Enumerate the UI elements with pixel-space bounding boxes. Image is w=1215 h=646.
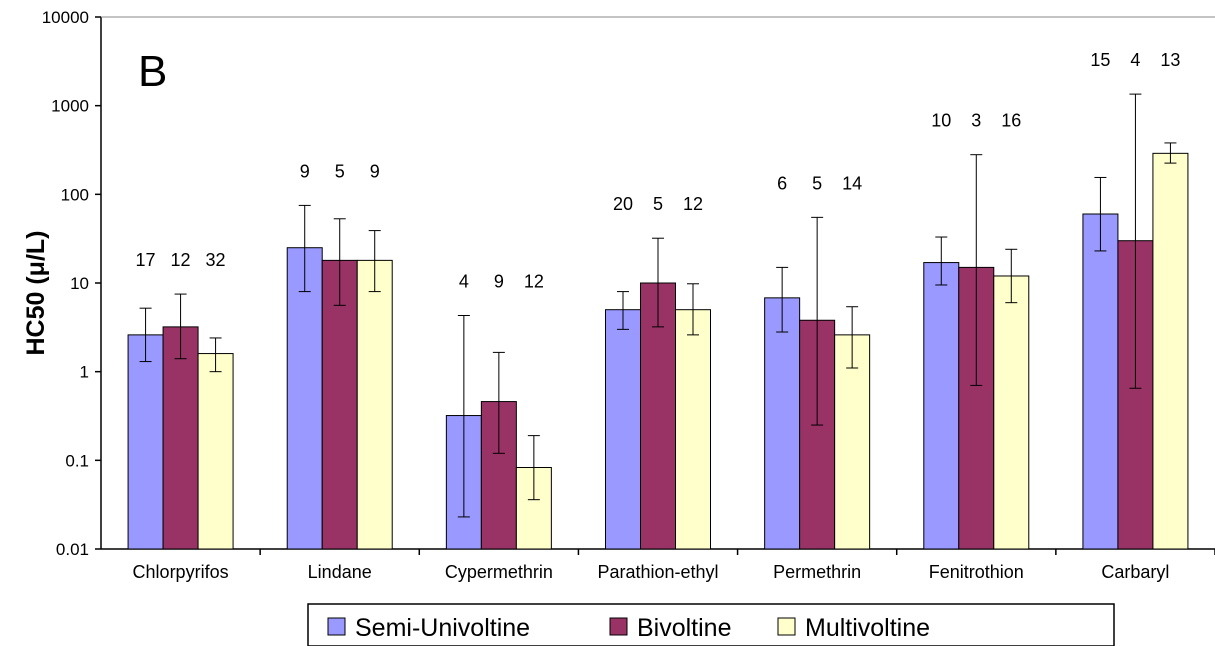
sample-size-label: 16 (1001, 111, 1021, 131)
x-tick-label: Permethrin (773, 562, 861, 582)
bar-bivoltine (162, 326, 199, 550)
legend: Semi-Univoltine Bivoltine Multivoltine (307, 603, 1115, 646)
sample-size-label: 13 (1160, 50, 1180, 70)
panel-label: B (138, 47, 167, 96)
legend-label: Multivoltine (805, 614, 930, 642)
sample-size-label: 5 (335, 161, 345, 181)
sample-size-label: 4 (459, 271, 469, 291)
x-tick-label: Carbaryl (1101, 562, 1169, 582)
bar-semi-univoltine (923, 262, 960, 550)
bar-semi-univoltine (605, 309, 641, 550)
legend-label: Bivoltine (637, 614, 732, 642)
sample-size-label: 17 (136, 250, 156, 270)
bar-semi-univoltine (1082, 213, 1119, 550)
sample-size-label: 9 (300, 161, 310, 181)
bar-multivoltine (675, 309, 711, 550)
legend-box (307, 603, 1115, 646)
y-tick-label: 0.01 (56, 540, 89, 559)
bar-semi-univoltine (764, 297, 801, 550)
y-tick-label: 1 (80, 363, 89, 382)
sample-size-label: 9 (494, 271, 504, 291)
sample-size-label: 12 (524, 271, 544, 291)
sample-size-label: 15 (1090, 50, 1110, 70)
sample-size-label: 5 (653, 194, 663, 214)
sample-size-label: 20 (613, 194, 633, 214)
sample-size-label: 9 (370, 161, 380, 181)
x-tick-label: Fenitrothion (929, 562, 1024, 582)
legend-swatch (609, 617, 628, 636)
sample-size-label: 5 (812, 173, 822, 193)
bar-multivoltine (197, 353, 234, 550)
legend-swatch (327, 617, 346, 636)
y-tick-label: 10000 (42, 8, 89, 27)
y-tick-label: 0.1 (65, 451, 89, 470)
bar-multivoltine (1152, 152, 1189, 550)
sample-size-label: 4 (1130, 50, 1140, 70)
legend-label: Semi-Univoltine (355, 614, 530, 642)
bar-bivoltine (321, 259, 358, 550)
y-tick-label: 10 (70, 274, 89, 293)
sample-size-label: 3 (971, 111, 981, 131)
x-tick-label: Lindane (308, 562, 372, 582)
y-axis-label: HC50 (μ/L) (22, 230, 50, 355)
y-tick-label: 1000 (51, 97, 89, 116)
bar-semi-univoltine (127, 334, 164, 550)
y-tick-label: 100 (61, 185, 89, 204)
sample-size-label: 32 (206, 250, 226, 270)
sample-size-label: 10 (931, 111, 951, 131)
x-tick-label: Cypermethrin (445, 562, 553, 582)
x-tick-label: Parathion-ethyl (597, 562, 718, 582)
legend-swatch (777, 617, 796, 636)
sample-size-label: 12 (683, 194, 703, 214)
sample-size-label: 6 (777, 173, 787, 193)
sample-size-label: 12 (171, 250, 191, 270)
bar-multivoltine (993, 275, 1030, 550)
bar-semi-univoltine (286, 247, 323, 550)
sample-size-label: 14 (842, 173, 862, 193)
bar-multivoltine (356, 259, 393, 550)
bar-multivoltine (834, 334, 871, 550)
x-tick-label: Chlorpyrifos (133, 562, 229, 582)
